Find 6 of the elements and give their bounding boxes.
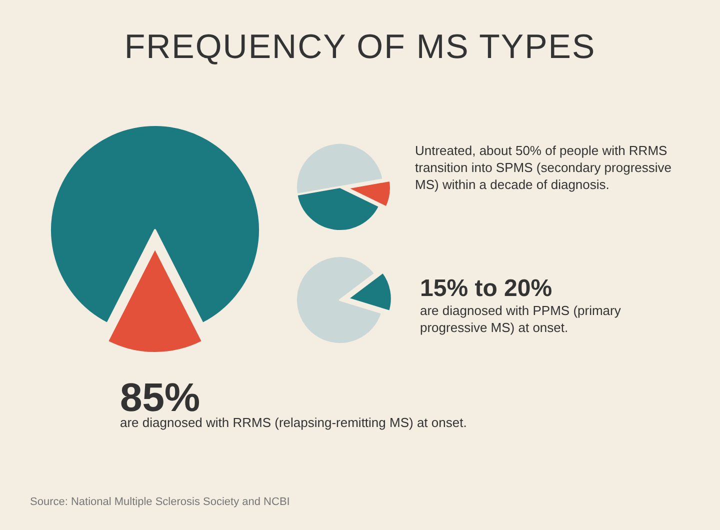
text: are diagnosed with PPMS (primary progressive MS) at onset. bbox=[420, 303, 622, 337]
text: Untreated, about 50% of people with RRMS transition into SPMS (secondary progressive MS) within a decade of diagnosis. bbox=[415, 143, 673, 194]
text: 15% to 20% bbox=[420, 274, 554, 304]
source-note: Source: National Multiple Sclerosis Society and NCBI bbox=[30, 495, 291, 510]
text: are diagnosed with RRMS (relapsing-remitting MS) at onset. bbox=[120, 415, 468, 432]
text: FREQUENCY OF MS TYPES bbox=[123, 28, 597, 67]
